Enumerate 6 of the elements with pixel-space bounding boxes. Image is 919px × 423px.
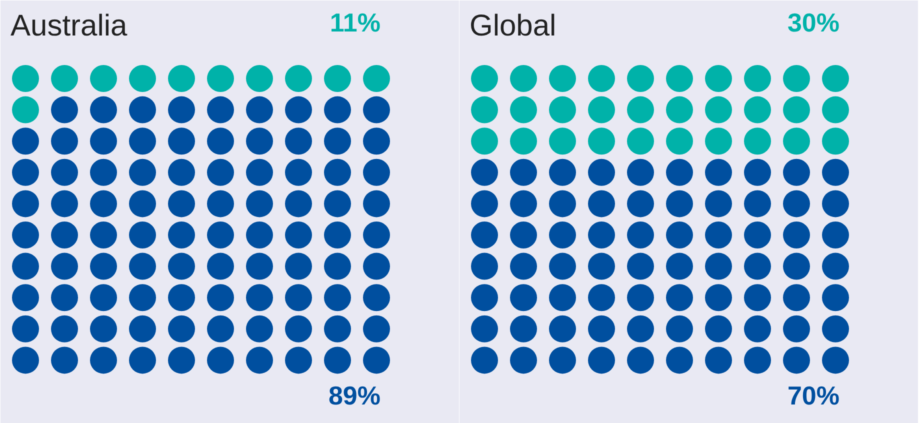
- data-label: 70%: [787, 380, 840, 410]
- data-label: 30%: [787, 8, 840, 38]
- text: Global: [470, 10, 556, 42]
- data-label: 11%: [330, 8, 381, 38]
- text: Australia: [10, 10, 128, 42]
- data-label: 89%: [328, 380, 381, 410]
